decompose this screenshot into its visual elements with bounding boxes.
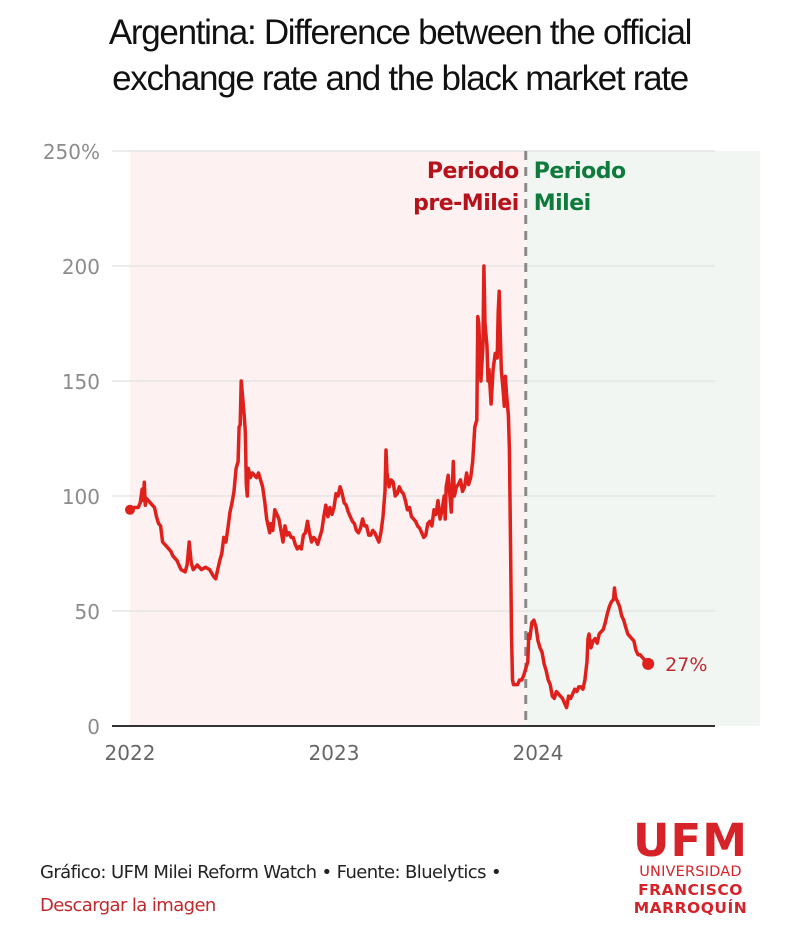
ufm-logo-line-3: MARROQUÍN: [633, 899, 748, 917]
milei-region: [525, 151, 760, 726]
milei-label-line-1: Periodo: [534, 159, 626, 184]
y-tick-label-100: 100: [62, 485, 100, 509]
pre-milei-label-line-2: pre-Milei: [413, 191, 519, 216]
ufm-logo-wordmark: UFM: [632, 814, 749, 867]
chart-title: Argentina: Difference between the offici…: [0, 10, 800, 102]
footer-credit: Gráfico: UFM Milei Reform Watch • Fuente…: [40, 862, 502, 883]
chart-svg: 0 50 100 150 200 250% 2022 2023 2024 Periodo pr…: [43, 140, 760, 765]
gridlines: [112, 150, 715, 612]
ufm-logo-line-1: UNIVERSIDAD: [639, 864, 742, 880]
ufm-logo: UFM UNIVERSIDAD FRANCISCO MARROQUÍN: [628, 814, 753, 918]
period-labels: Periodo pre-Milei Periodo Milei: [413, 159, 626, 216]
x-axis-tick-labels: 2022 2023 2024: [105, 741, 564, 765]
series-line-brecha: [128, 264, 650, 710]
y-tick-label-0: 0: [87, 715, 100, 739]
pre-milei-region: [130, 151, 526, 726]
y-axis-tick-labels: 0 50 100 150 200 250%: [43, 140, 100, 739]
y-tick-label-250: 250%: [43, 140, 100, 164]
chart-title-line-1: Argentina: Difference between the offici…: [108, 13, 693, 52]
series-end-label: 27%: [665, 654, 707, 676]
series-start-marker: [125, 504, 135, 515]
background-regions: [130, 151, 760, 726]
download-image-link[interactable]: Descargar la imagen: [40, 895, 216, 916]
x-tick-label-2024: 2024: [513, 741, 564, 765]
y-tick-label-200: 200: [62, 255, 100, 279]
x-tick-label-2022: 2022: [105, 741, 156, 765]
x-tick-label-2023: 2023: [309, 741, 360, 765]
y-tick-label-50: 50: [75, 600, 100, 624]
pre-milei-label-line-1: Periodo: [427, 159, 519, 184]
y-tick-label-150: 150: [62, 370, 100, 394]
milei-label-line-2: Milei: [534, 191, 591, 216]
series-end-marker: [642, 657, 655, 670]
chart-title-line-2: exchange rate and the black market rate: [112, 59, 689, 98]
ufm-logo-line-2: FRANCISCO: [638, 881, 743, 899]
